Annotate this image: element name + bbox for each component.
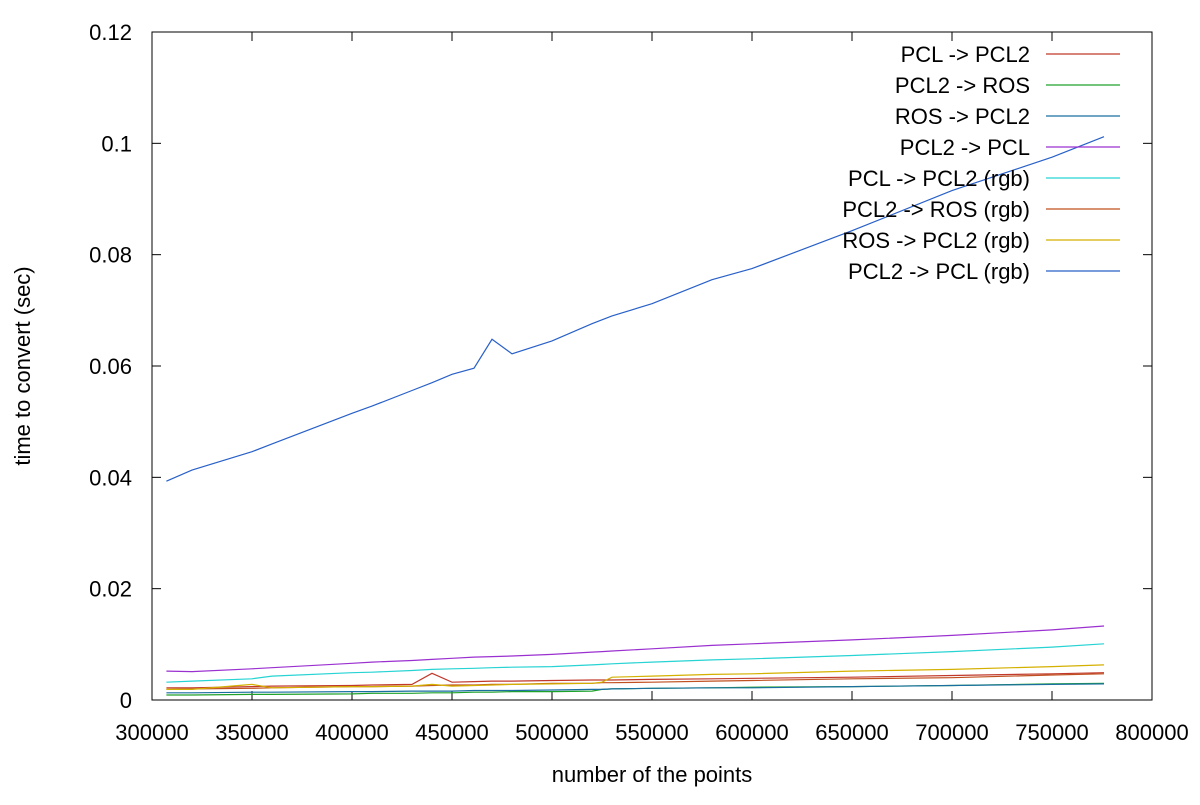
x-tick-label: 700000 [915,720,988,745]
y-tick-label: 0.02 [89,577,132,602]
axes: 0 0.02 0.04 0.06 0.08 0.1 0.12 300000 350000 4000… [89,20,1189,745]
series-line-pcl2-pcl-rgb [166,136,1105,482]
legend: PCL -> PCL2 PCL2 -> ROS ROS -> PCL2 PCL2 ->… [842,42,1120,284]
legend-label-pcl2-ros: PCL2 -> ROS [895,73,1030,98]
x-tick-label: 750000 [1015,720,1088,745]
plot-frame [151,31,1153,701]
x-tick-label: 550000 [615,720,688,745]
y-tick-label: 0 [120,688,132,713]
x-tick-label: 600000 [715,720,788,745]
legend-label-ros-pcl2-rgb: ROS -> PCL2 (rgb) [842,228,1030,253]
y-tick-label: 0.1 [101,131,132,156]
x-axis-title: number of the points [552,762,753,787]
x-tick-label: 800000 [1115,720,1188,745]
legend-label-pcl2-ros-rgb: PCL2 -> ROS (rgb) [842,197,1030,222]
x-tick-label: 400000 [315,720,388,745]
legend-label-pcl-pcl2-rgb: PCL -> PCL2 (rgb) [848,166,1030,191]
x-tick-label: 350000 [215,720,288,745]
legend-label-ros-pcl2: ROS -> PCL2 [895,104,1030,129]
x-tick-label: 450000 [415,720,488,745]
legend-label-pcl2-pcl-rgb: PCL2 -> PCL (rgb) [848,259,1030,284]
series-line-pcl-pcl2-rgb [166,643,1105,683]
y-tick-label: 0.06 [89,354,132,379]
x-tick-label: 650000 [815,720,888,745]
legend-label-pcl-pcl2: PCL -> PCL2 [901,42,1030,67]
y-axis-title: time to convert (sec) [10,266,35,465]
y-tick-label: 0.08 [89,243,132,268]
y-tick-label: 0.12 [89,20,132,45]
series-line-ros-pcl2 [166,683,1105,694]
y-tick-label: 0.04 [89,465,132,490]
series-lines [166,136,1105,696]
x-tick-label: 500000 [515,720,588,745]
series-line-pcl2-pcl [166,625,1105,673]
series-line-ros-pcl2-rgb [166,664,1105,691]
x-tick-label: 300000 [115,720,188,745]
legend-label-pcl2-pcl: PCL2 -> PCL [900,135,1030,160]
series-line-pcl-pcl2 [166,672,1105,689]
